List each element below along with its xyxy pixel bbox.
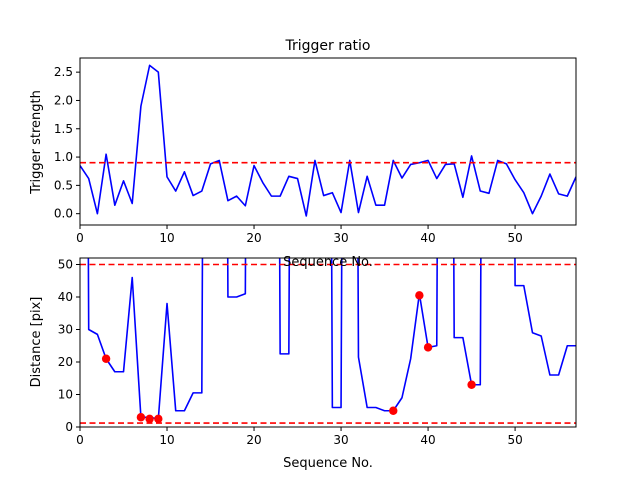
plot-data-group bbox=[80, 258, 576, 424]
detection-marker bbox=[154, 414, 163, 424]
x-tick-label: 30 bbox=[333, 433, 348, 447]
data-series-line bbox=[87, 258, 576, 420]
x-tick-label: 50 bbox=[507, 433, 522, 447]
chart-title: Trigger ratio bbox=[284, 38, 370, 54]
y-axis-label: Distance [pix] bbox=[29, 297, 44, 388]
detection-marker bbox=[145, 414, 154, 424]
x-tick-label: 30 bbox=[333, 231, 348, 245]
y-tick-label: 0.5 bbox=[54, 178, 73, 192]
y-tick-label: 10 bbox=[58, 388, 73, 402]
detection-marker bbox=[467, 380, 476, 389]
trigger-ratio-panel: Trigger ratio Trigger strength 0 10 20 30 40… bbox=[29, 38, 577, 245]
x-axis-label: Sequence No. bbox=[283, 456, 373, 471]
distance-panel: Distance [pix] 0 10 20 30 40 50 0 10 20 30 40 50 Se… bbox=[29, 257, 577, 471]
x-tick-label: 40 bbox=[420, 433, 435, 447]
x-tick-label: 10 bbox=[159, 433, 174, 447]
x-tick-label: 20 bbox=[246, 433, 261, 447]
plot-frame bbox=[79, 257, 577, 428]
detection-marker bbox=[136, 413, 146, 422]
y-axis-label: Trigger strength bbox=[29, 90, 44, 195]
detection-marker bbox=[389, 406, 398, 415]
trigger-plot-area: 0 10 20 30 40 50 0.0 0.5 1.0 1.5 2.0 2.5 bbox=[54, 57, 577, 245]
y-tick-label: 40 bbox=[58, 290, 73, 304]
distance-plot-area: 0 10 20 30 40 50 0 10 20 30 40 50 bbox=[58, 257, 577, 447]
x-tick-label: 50 bbox=[507, 231, 522, 245]
y-tick-label: 0.0 bbox=[54, 207, 73, 221]
data-series-line bbox=[80, 64, 576, 217]
detection-marker bbox=[415, 291, 424, 300]
x-tick-label: 10 bbox=[159, 231, 174, 245]
y-tick-label: 20 bbox=[58, 355, 73, 369]
x-tick-label: 0 bbox=[76, 231, 84, 245]
y-tick-label: 30 bbox=[58, 323, 73, 337]
plot-frame bbox=[79, 57, 577, 226]
y-tick-label: 2.0 bbox=[54, 93, 73, 107]
y-tick-label: 2.5 bbox=[54, 65, 73, 79]
x-axis-label: Sequence No. bbox=[283, 255, 373, 270]
y-tick-label: 50 bbox=[58, 258, 73, 272]
detection-marker bbox=[101, 354, 111, 363]
x-tick-label: 40 bbox=[420, 231, 435, 245]
detection-marker bbox=[423, 343, 433, 352]
x-tick-label: 20 bbox=[246, 231, 261, 245]
y-tick-label: 0 bbox=[65, 420, 73, 434]
y-tick-label: 1.5 bbox=[54, 122, 73, 136]
x-tick-label: 0 bbox=[76, 433, 84, 447]
y-tick-label: 1.0 bbox=[54, 150, 73, 164]
plot-data-group bbox=[80, 64, 576, 217]
